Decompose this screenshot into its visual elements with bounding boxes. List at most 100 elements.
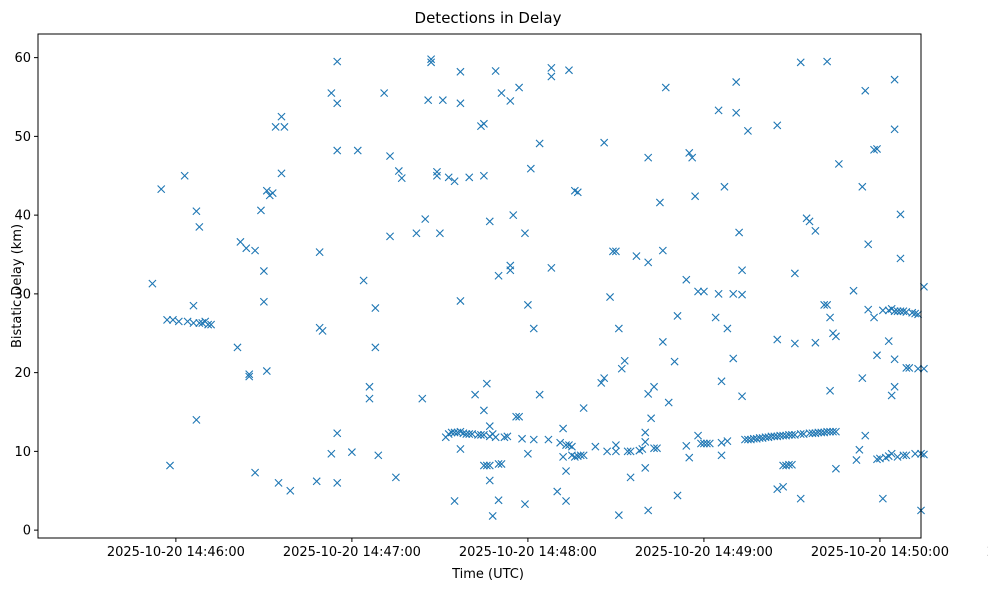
data-point bbox=[861, 431, 870, 440]
data-point bbox=[192, 207, 201, 216]
data-point bbox=[597, 378, 606, 387]
data-point bbox=[491, 67, 500, 76]
x-axis-label: Time (UTC) bbox=[451, 567, 524, 582]
data-point bbox=[168, 315, 177, 324]
data-point bbox=[603, 447, 612, 456]
data-point bbox=[500, 433, 509, 442]
data-point bbox=[465, 173, 474, 182]
data-point bbox=[274, 478, 283, 487]
data-point bbox=[333, 478, 342, 487]
data-point bbox=[471, 390, 480, 399]
data-point bbox=[626, 473, 635, 482]
data-point bbox=[647, 414, 656, 423]
data-point bbox=[371, 304, 380, 313]
data-point bbox=[829, 427, 837, 436]
data-point bbox=[327, 449, 336, 458]
data-point bbox=[711, 313, 720, 322]
data-point bbox=[661, 83, 670, 92]
data-point bbox=[855, 445, 864, 454]
data-point bbox=[485, 217, 494, 226]
data-point bbox=[518, 434, 527, 443]
data-point bbox=[878, 494, 887, 503]
data-point bbox=[180, 171, 189, 180]
data-point bbox=[494, 459, 503, 468]
data-point bbox=[905, 363, 914, 372]
data-point bbox=[814, 428, 823, 437]
x-tick-label: 2025-10-20 14:48:00 bbox=[459, 545, 597, 560]
data-point bbox=[626, 447, 635, 456]
data-point bbox=[412, 229, 421, 238]
data-point bbox=[512, 412, 521, 421]
data-point bbox=[641, 437, 650, 446]
data-point bbox=[465, 430, 474, 439]
data-point bbox=[312, 477, 321, 486]
data-point bbox=[620, 356, 629, 365]
data-point bbox=[858, 182, 867, 191]
data-point bbox=[796, 58, 805, 67]
data-point bbox=[902, 363, 911, 372]
data-point bbox=[685, 148, 694, 157]
data-point bbox=[743, 126, 752, 135]
data-point bbox=[614, 324, 623, 333]
data-point bbox=[785, 430, 793, 439]
data-point bbox=[520, 229, 529, 238]
data-point bbox=[506, 266, 515, 275]
data-point bbox=[914, 364, 923, 373]
data-point bbox=[233, 343, 242, 352]
data-point bbox=[491, 433, 500, 442]
data-point bbox=[787, 430, 796, 439]
data-point bbox=[805, 217, 814, 226]
data-point bbox=[479, 406, 488, 415]
data-point bbox=[456, 445, 465, 454]
data-point bbox=[826, 313, 835, 322]
data-point bbox=[823, 300, 832, 309]
data-point bbox=[823, 427, 832, 436]
data-point bbox=[529, 324, 538, 333]
data-point bbox=[365, 394, 374, 403]
data-point bbox=[600, 374, 609, 383]
data-point bbox=[644, 153, 653, 162]
data-point bbox=[394, 167, 403, 176]
data-point bbox=[893, 307, 902, 316]
data-point bbox=[482, 461, 491, 470]
data-point bbox=[523, 449, 532, 458]
data-point bbox=[831, 464, 840, 473]
data-point bbox=[911, 449, 920, 458]
data-point bbox=[547, 72, 556, 81]
data-point bbox=[374, 451, 383, 460]
data-point bbox=[884, 337, 893, 346]
data-point bbox=[820, 300, 829, 309]
data-point bbox=[617, 364, 626, 373]
data-point bbox=[559, 452, 568, 461]
data-point bbox=[494, 496, 503, 505]
data-point bbox=[315, 248, 324, 257]
data-point bbox=[327, 89, 336, 98]
data-point bbox=[529, 435, 538, 444]
data-point bbox=[280, 122, 289, 131]
data-point bbox=[353, 146, 362, 155]
data-point bbox=[608, 247, 617, 256]
data-point bbox=[245, 370, 254, 379]
data-point bbox=[914, 310, 923, 319]
plot-area-frame bbox=[37, 33, 922, 539]
data-point bbox=[535, 139, 544, 148]
data-point bbox=[485, 476, 494, 485]
data-point bbox=[476, 430, 485, 439]
data-point bbox=[682, 441, 691, 450]
data-point bbox=[890, 307, 899, 316]
data-point bbox=[485, 461, 494, 470]
data-point bbox=[242, 244, 251, 253]
data-point bbox=[482, 379, 491, 388]
data-point bbox=[207, 320, 216, 329]
data-point bbox=[456, 67, 465, 76]
data-point bbox=[479, 119, 488, 128]
data-point bbox=[479, 461, 488, 470]
y-tick-label: 20 bbox=[14, 366, 31, 381]
data-point bbox=[397, 174, 406, 183]
data-point bbox=[790, 269, 799, 278]
data-point bbox=[386, 232, 395, 241]
data-point bbox=[474, 430, 483, 439]
data-point bbox=[421, 215, 430, 224]
data-point bbox=[611, 441, 620, 450]
